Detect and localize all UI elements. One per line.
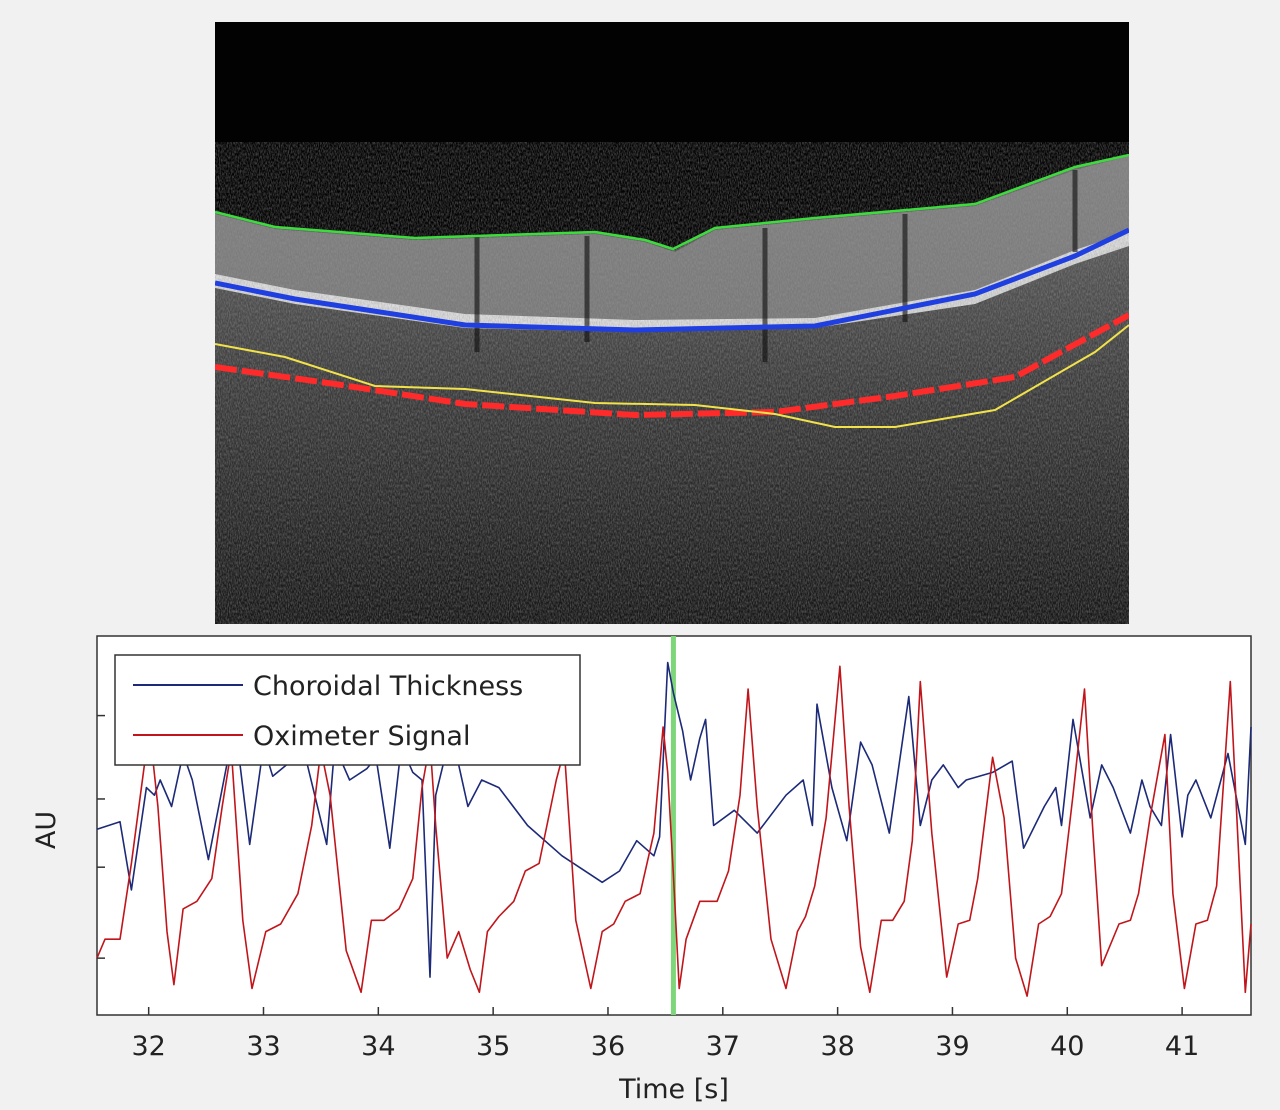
- oct-scan-svg: [215, 22, 1129, 624]
- series-line-choroidal-thickness: [96, 661, 1252, 978]
- x-axis-label: Time [s]: [618, 1074, 729, 1105]
- oct-boundary-inner: [215, 153, 1129, 251]
- x-tick-label: 35: [476, 1031, 510, 1062]
- legend-label-oximeter-signal: Oximeter Signal: [253, 721, 470, 752]
- oct-speckle: [215, 142, 1129, 624]
- x-tick-label: 36: [591, 1031, 625, 1062]
- legend-label-choroidal-thickness: Choroidal Thickness: [253, 671, 523, 702]
- line-chart: 32 33 34 35 36 37 38 39 40 41 AU Time [s] Choroid…: [31, 635, 1252, 1105]
- x-tick-label: 32: [131, 1031, 165, 1062]
- chart-panel: 32 33 34 35 36 37 38 39 40 41 AU Time [s] Choroid…: [0, 630, 1280, 1110]
- oct-boundary-rpe: [215, 227, 1129, 333]
- x-tick-label: 39: [935, 1031, 969, 1062]
- x-tick-label: 37: [706, 1031, 740, 1062]
- legend: Choroidal Thickness Oximeter Signal: [114, 654, 581, 766]
- oct-boundary-choroid-red: [215, 312, 1129, 419]
- legend-box: [114, 654, 581, 766]
- x-tick-label: 33: [246, 1031, 280, 1062]
- y-axis-label: AU: [31, 811, 62, 849]
- oct-scan-image: [215, 22, 1129, 624]
- series-line-oximeter-signal: [96, 665, 1252, 997]
- x-tick-label: 40: [1050, 1031, 1084, 1062]
- oct-boundary-choroid-yellow: [215, 324, 1129, 428]
- oct-vessel-shadows: [474, 170, 1078, 362]
- x-tick-label: 38: [820, 1031, 854, 1062]
- x-tick-label: 34: [361, 1031, 395, 1062]
- x-tick-label: 41: [1165, 1031, 1199, 1062]
